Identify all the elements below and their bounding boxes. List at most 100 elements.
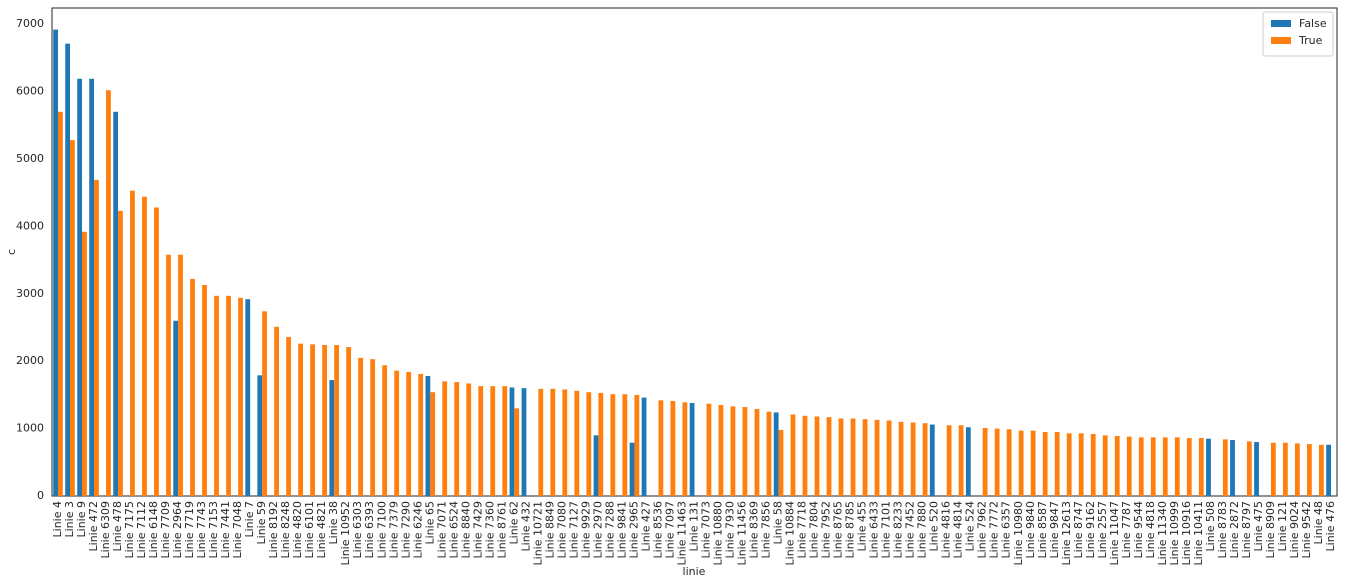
x-tick-label: Linie 8761 bbox=[495, 501, 508, 558]
x-tick-label: Linie 4818 bbox=[1144, 501, 1157, 558]
bar bbox=[106, 90, 111, 496]
bar bbox=[958, 425, 964, 496]
bar bbox=[658, 400, 664, 496]
bar bbox=[1018, 430, 1024, 496]
bar bbox=[425, 376, 431, 496]
x-tick-label: Linie 8233 bbox=[892, 501, 905, 558]
bar bbox=[430, 392, 436, 496]
bar bbox=[1102, 435, 1108, 496]
bar bbox=[298, 343, 303, 496]
x-tick-label: Linie 11463 bbox=[675, 501, 688, 565]
bar bbox=[929, 424, 935, 496]
bar bbox=[1206, 438, 1211, 496]
x-tick-label: Linie 10980 bbox=[1012, 501, 1025, 565]
x-tick-label: Linie 8248 bbox=[279, 501, 292, 558]
bar bbox=[1282, 442, 1288, 496]
bar bbox=[1246, 441, 1252, 496]
bar bbox=[773, 412, 779, 496]
bar bbox=[1230, 440, 1235, 496]
x-tick-label: Linie 8747 bbox=[1072, 501, 1085, 558]
x-tick-label: Linie 10411 bbox=[1192, 501, 1205, 565]
x-tick-label: Linie 7 bbox=[243, 501, 256, 537]
x-tick-label: Linie 7153 bbox=[207, 501, 220, 558]
x-tick-label: Linie 12613 bbox=[1060, 501, 1073, 565]
x-tick-label: Linie 62 bbox=[507, 501, 520, 544]
bar bbox=[113, 111, 119, 497]
bar bbox=[754, 409, 760, 496]
x-tick-label: Linie 8785 bbox=[844, 501, 857, 558]
x-tick-label: Linie 6309 bbox=[99, 501, 112, 558]
bar bbox=[382, 365, 388, 496]
bar bbox=[346, 347, 352, 496]
x-tick-label: Linie 7048 bbox=[231, 501, 244, 558]
x-tick-label: Linie 9024 bbox=[1288, 501, 1301, 558]
bar bbox=[670, 400, 676, 496]
bar bbox=[586, 392, 592, 496]
bar bbox=[1306, 444, 1312, 496]
x-tick-label: Linie 9929 bbox=[579, 501, 592, 558]
x-tick-label: Linie 121 bbox=[1276, 501, 1289, 551]
x-tick-label: Linie 7880 bbox=[916, 501, 929, 558]
x-tick-label: Linie 8849 bbox=[543, 501, 556, 558]
y-tick-label: 3000 bbox=[16, 287, 44, 300]
bar bbox=[166, 254, 171, 496]
bar bbox=[94, 179, 99, 496]
x-tick-label: Linie 7360 bbox=[483, 501, 496, 558]
x-tick-label: Linie 7930 bbox=[724, 501, 737, 558]
x-tick-label: Linie 6101 bbox=[303, 501, 316, 558]
x-tick-label: Linie 7175 bbox=[123, 501, 136, 558]
bar bbox=[910, 422, 916, 496]
y-tick-label: 4000 bbox=[16, 219, 44, 232]
bar bbox=[214, 295, 219, 496]
x-tick-label: Linie 7100 bbox=[375, 501, 388, 558]
bar bbox=[190, 278, 195, 496]
x-tick-label: Linie 11456 bbox=[736, 501, 749, 565]
x-tick-label: Linie 7709 bbox=[159, 501, 172, 558]
bar bbox=[538, 388, 544, 496]
bar bbox=[478, 386, 484, 496]
bar bbox=[838, 418, 844, 496]
x-tick-label: Linie 7772 bbox=[988, 501, 1001, 558]
x-tick-label: Linie 476 bbox=[1324, 501, 1337, 551]
x-tick-label: Linie 7112 bbox=[135, 501, 148, 558]
bar bbox=[874, 419, 880, 496]
bar bbox=[173, 320, 179, 496]
bar bbox=[641, 397, 647, 496]
x-tick-label: Linie 7743 bbox=[195, 501, 208, 558]
x-tick-label: Linie 6357 bbox=[1000, 501, 1013, 558]
bar bbox=[521, 388, 527, 496]
bar bbox=[454, 382, 460, 496]
bar bbox=[509, 387, 515, 496]
bar bbox=[898, 421, 904, 496]
bar bbox=[442, 381, 448, 496]
x-tick-label: Linie 7452 bbox=[904, 501, 917, 558]
x-tick-label: Linie 7097 bbox=[663, 501, 676, 558]
bar bbox=[394, 370, 400, 496]
x-tick-label: Linie 7441 bbox=[219, 501, 232, 558]
x-tick-label: Linie 6148 bbox=[147, 501, 160, 558]
x-tick-label: Linie 4 bbox=[51, 501, 64, 537]
bar bbox=[1066, 433, 1072, 496]
bar bbox=[682, 402, 688, 496]
x-tick-label: Linie 7290 bbox=[399, 501, 412, 558]
bar bbox=[1186, 438, 1192, 496]
x-tick-label: Linie 432 bbox=[519, 501, 532, 551]
legend-swatch bbox=[1271, 37, 1291, 44]
x-tick-label: Linie 7787 bbox=[1120, 501, 1133, 558]
x-tick-label: Linie 4820 bbox=[291, 501, 304, 558]
bar bbox=[826, 417, 832, 496]
bar bbox=[202, 285, 207, 496]
x-tick-label: Linie 478 bbox=[111, 501, 124, 551]
bar bbox=[598, 392, 604, 496]
y-tick-label: 5000 bbox=[16, 152, 44, 165]
x-tick-label: Linie 2964 bbox=[171, 501, 184, 558]
x-tick-label: Linie 4816 bbox=[940, 501, 953, 558]
bar bbox=[610, 394, 616, 496]
x-tick-label: Linie 4814 bbox=[952, 501, 965, 558]
bar bbox=[622, 394, 628, 496]
legend-label: True bbox=[1298, 34, 1323, 47]
bar bbox=[466, 383, 472, 496]
x-tick-label: Linie 2970 bbox=[591, 501, 604, 558]
x-tick-label: Linie 38 bbox=[327, 501, 340, 544]
bar bbox=[334, 345, 340, 496]
